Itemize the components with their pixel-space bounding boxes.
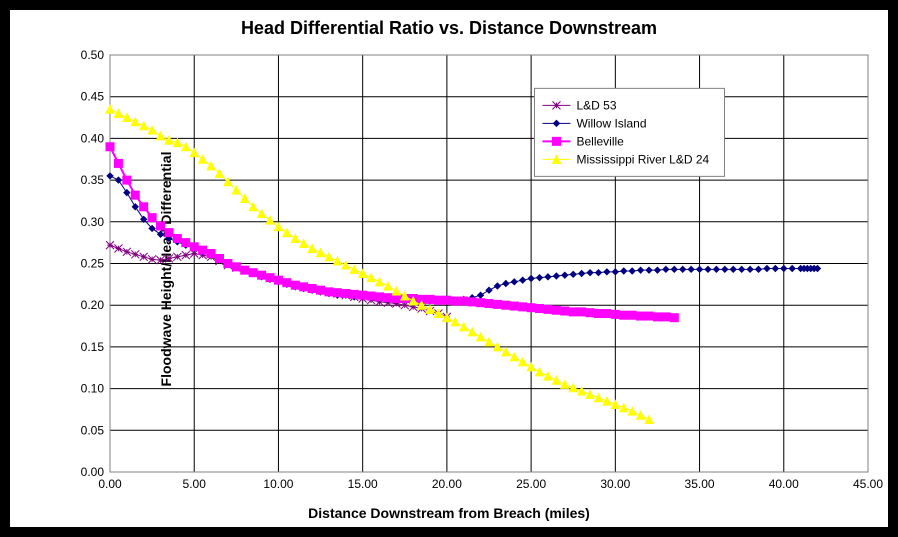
svg-text:40.00: 40.00 bbox=[769, 477, 799, 491]
svg-text:0.50: 0.50 bbox=[81, 48, 105, 62]
chart-outer-frame: Head Differential Ratio vs. Distance Dow… bbox=[0, 0, 898, 537]
svg-text:15.00: 15.00 bbox=[348, 477, 378, 491]
svg-text:0.30: 0.30 bbox=[81, 215, 105, 229]
svg-text:0.20: 0.20 bbox=[81, 298, 105, 312]
svg-text:0.35: 0.35 bbox=[81, 173, 105, 187]
chart-plot-area: 0.00 0.05 0.10 0.15 0.20 0.25 0.30 0.35 0.40 0.45… bbox=[10, 10, 888, 527]
svg-text:5.00: 5.00 bbox=[183, 477, 207, 491]
legend-item-label: L&D 53 bbox=[576, 98, 616, 112]
svg-text:35.00: 35.00 bbox=[685, 477, 715, 491]
svg-text:20.00: 20.00 bbox=[432, 477, 462, 491]
svg-text:0.45: 0.45 bbox=[81, 90, 105, 104]
svg-text:0.00: 0.00 bbox=[98, 477, 122, 491]
x-axis-label: Distance Downstream from Breach (miles) bbox=[10, 505, 888, 521]
svg-text:0.25: 0.25 bbox=[81, 257, 105, 271]
legend-item-label: Mississippi River L&D 24 bbox=[576, 152, 709, 166]
series-line bbox=[110, 176, 817, 301]
legend-item-label: Willow Island bbox=[576, 116, 646, 130]
svg-text:30.00: 30.00 bbox=[600, 477, 630, 491]
svg-text:45.00: 45.00 bbox=[853, 477, 883, 491]
svg-text:0.15: 0.15 bbox=[81, 340, 105, 354]
svg-text:0.10: 0.10 bbox=[81, 382, 105, 396]
svg-text:0.05: 0.05 bbox=[81, 423, 105, 437]
legend-item-label: Belleville bbox=[576, 134, 624, 148]
svg-text:25.00: 25.00 bbox=[516, 477, 546, 491]
svg-text:10.00: 10.00 bbox=[263, 477, 293, 491]
svg-text:0.40: 0.40 bbox=[81, 131, 105, 145]
chart-panel: Head Differential Ratio vs. Distance Dow… bbox=[10, 10, 888, 527]
